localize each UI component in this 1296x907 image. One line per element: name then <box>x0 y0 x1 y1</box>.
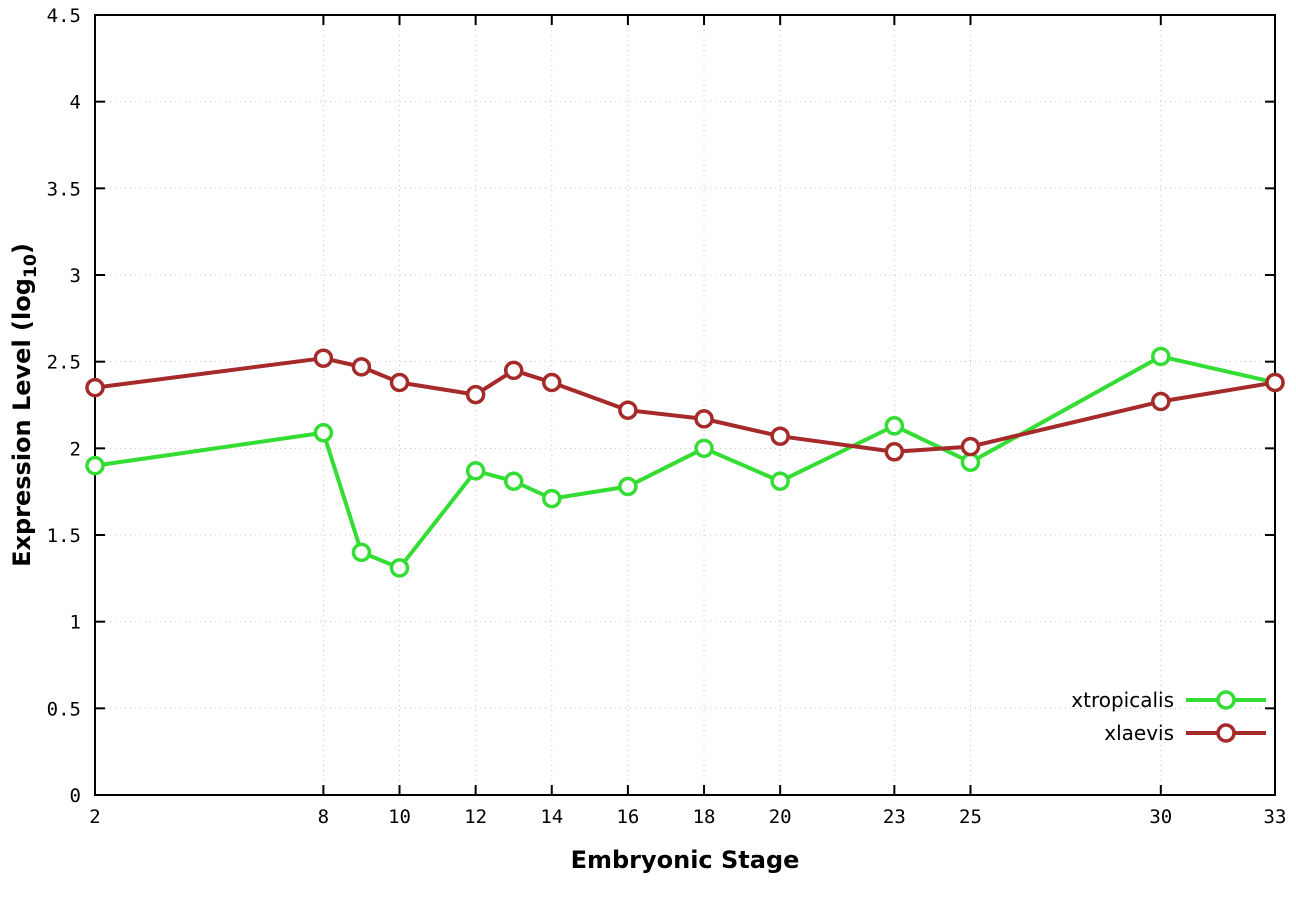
data-point-xlaevis <box>1265 372 1285 393</box>
legend-label-xlaevis: xlaevis <box>1104 721 1174 745</box>
data-point-xlaevis <box>389 372 410 393</box>
data-point-xtropicalis <box>351 542 372 563</box>
data-point-xlaevis <box>313 348 334 368</box>
x-tick-label: 30 <box>1149 806 1172 828</box>
y-tick-label: 1 <box>70 612 81 634</box>
x-tick-label: 23 <box>883 806 906 828</box>
data-point-xlaevis <box>884 442 905 462</box>
data-point-xlaevis <box>960 436 981 457</box>
x-tick-label: 25 <box>959 806 982 828</box>
y-tick-label: 4.5 <box>47 5 81 27</box>
x-tick-label: 16 <box>616 806 639 828</box>
x-tick-label: 8 <box>318 806 329 828</box>
y-tick-label: 1.5 <box>47 525 81 547</box>
data-point-xtropicalis <box>884 416 905 436</box>
x-tick-label: 10 <box>388 806 411 828</box>
data-point-xtropicalis <box>389 558 410 578</box>
series-line-xlaevis <box>93 356 1277 454</box>
y-axis-label: Expression Level (log10) <box>8 15 41 795</box>
x-tick-label: 33 <box>1264 806 1287 828</box>
data-point-xtropicalis <box>1151 346 1171 367</box>
x-tick-label: 2 <box>89 806 100 828</box>
y-tick-label: 0 <box>70 785 81 807</box>
y-axis-label-subscript: 10 <box>20 254 41 279</box>
data-point-xtropicalis <box>960 452 981 472</box>
data-point-xlaevis <box>618 400 638 420</box>
legend-marker-xlaevis <box>1216 723 1236 743</box>
data-point-xtropicalis <box>770 471 790 492</box>
data-point-xlaevis <box>351 357 372 377</box>
data-point-xlaevis <box>503 360 524 381</box>
data-point-xlaevis <box>1151 391 1171 412</box>
data-point-xlaevis <box>85 377 105 398</box>
data-point-xlaevis <box>465 384 486 405</box>
data-point-xtropicalis <box>465 461 486 481</box>
y-axis-label-text: Expression Level (log <box>8 278 36 567</box>
plot-border <box>94 14 1276 796</box>
data-point-xlaevis <box>542 372 562 393</box>
y-axis-label-close: ) <box>8 243 36 255</box>
y-tick-label: 0.5 <box>47 698 81 720</box>
y-tick-label: 2 <box>70 438 81 460</box>
y-tick-label: 3 <box>70 265 81 287</box>
data-point-xtropicalis <box>694 438 714 459</box>
series-line-xtropicalis <box>93 354 1277 570</box>
data-point-xtropicalis <box>503 471 524 492</box>
legend-marker-xtropicalis <box>1216 690 1236 710</box>
data-point-xtropicalis <box>618 476 638 497</box>
data-point-xlaevis <box>770 426 790 446</box>
y-tick-label: 2.5 <box>47 352 81 374</box>
data-point-xlaevis <box>694 409 714 429</box>
x-tick-label: 12 <box>464 806 487 828</box>
legend-label-xtropicalis: xtropicalis <box>1071 688 1174 712</box>
y-tick-label: 4 <box>70 92 81 114</box>
data-point-xtropicalis <box>542 488 562 509</box>
data-point-xtropicalis <box>313 422 334 443</box>
data-point-xtropicalis <box>85 455 105 476</box>
x-tick-label: 18 <box>693 806 716 828</box>
y-tick-label: 3.5 <box>47 178 81 200</box>
x-tick-label: 14 <box>540 806 563 828</box>
x-axis-label: Embryonic Stage <box>570 846 800 874</box>
x-tick-label: 20 <box>769 806 792 828</box>
